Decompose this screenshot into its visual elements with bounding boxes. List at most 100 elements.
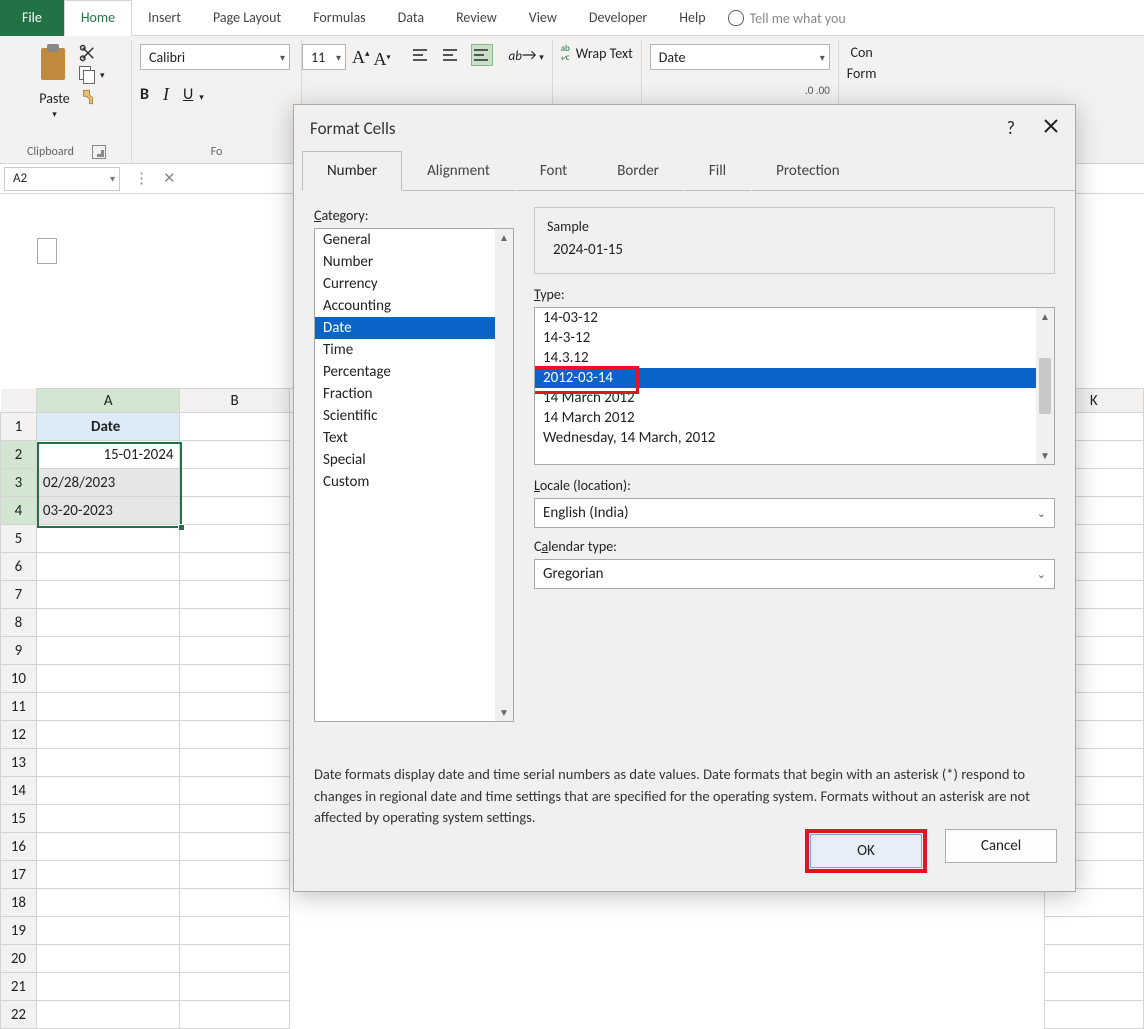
bold-button[interactable]: B <box>140 85 149 104</box>
help-button[interactable]: ? <box>1007 117 1015 139</box>
row-header[interactable]: 18 <box>1 889 37 917</box>
wrap-text-button[interactable]: ab⤶c Wrap Text <box>561 44 633 62</box>
row-header[interactable]: 9 <box>1 637 37 665</box>
copy-icon[interactable]: ▾ <box>79 66 97 84</box>
dlg-tab-number[interactable]: Number <box>302 151 402 191</box>
calendar-dropdown[interactable]: Gregorian ⌄ <box>534 559 1055 589</box>
row-header[interactable]: 17 <box>1 861 37 889</box>
dlg-tab-border[interactable]: Border <box>592 151 684 191</box>
underline-button[interactable]: U <box>183 85 193 104</box>
align-top-button[interactable] <box>411 44 433 66</box>
tab-data[interactable]: Data <box>382 0 440 36</box>
row-header[interactable]: 11 <box>1 693 37 721</box>
list-item[interactable]: Wednesday, 14 March, 2012 <box>535 428 1054 448</box>
row-header[interactable]: 15 <box>1 805 37 833</box>
row-header[interactable]: 14 <box>1 777 37 805</box>
list-item[interactable]: 14 March 2012 <box>535 408 1054 428</box>
locale-dropdown[interactable]: English (India) ⌄ <box>534 498 1055 528</box>
type-listbox[interactable]: 14-03-12 14-3-12 14.3.12 2012-03-14 14 M… <box>534 307 1055 465</box>
tab-home[interactable]: Home <box>64 0 132 36</box>
tab-help[interactable]: Help <box>663 0 721 36</box>
decimal-icons[interactable]: .0 .00 <box>805 84 830 97</box>
row-header[interactable]: 19 <box>1 917 37 945</box>
name-box[interactable]: A2 ▾ <box>4 167 120 191</box>
cancel-fx-icon[interactable]: ✕ <box>163 169 176 188</box>
list-item[interactable]: Percentage <box>315 361 513 383</box>
paste-button[interactable]: Paste ▾ <box>37 44 73 120</box>
dialog-titlebar[interactable]: Format Cells ? <box>294 105 1075 151</box>
row-header[interactable]: 3 <box>1 469 37 497</box>
list-item[interactable]: Fraction <box>315 383 513 405</box>
orientation-button[interactable]: ab↗ ▾ <box>509 46 544 65</box>
tab-insert[interactable]: Insert <box>132 0 197 36</box>
tab-review[interactable]: Review <box>440 0 513 36</box>
list-item[interactable]: Special <box>315 449 513 471</box>
list-item[interactable]: Date <box>315 317 513 339</box>
row-header[interactable]: 13 <box>1 749 37 777</box>
cell-A4[interactable]: 03-20-2023 <box>36 497 180 525</box>
fill-handle[interactable] <box>178 524 185 531</box>
list-item[interactable]: Time <box>315 339 513 361</box>
dlg-tab-protection[interactable]: Protection <box>751 151 864 191</box>
conditional-formatting-cut[interactable]: Con <box>851 44 873 61</box>
italic-button[interactable]: I <box>163 84 169 105</box>
list-item[interactable]: Accounting <box>315 295 513 317</box>
cell-A1[interactable]: Date <box>36 413 180 441</box>
cancel-button[interactable]: Cancel <box>945 829 1057 863</box>
list-item[interactable]: General <box>315 229 513 251</box>
dlg-tab-font[interactable]: Font <box>515 151 592 191</box>
row-header[interactable]: 6 <box>1 553 37 581</box>
clipboard-launcher-icon[interactable] <box>92 145 106 159</box>
cell-A2[interactable]: 15-01-2024 <box>36 441 180 469</box>
row-header[interactable]: 8 <box>1 609 37 637</box>
scrollbar[interactable]: ▲▼ <box>495 229 513 721</box>
list-item[interactable]: 2012-03-14 <box>535 368 1054 388</box>
row-header[interactable]: 1 <box>1 413 37 441</box>
list-item[interactable]: 14.3.12 <box>535 348 1054 368</box>
grow-font-button[interactable]: A▴ <box>352 47 370 68</box>
align-middle-button[interactable] <box>441 44 463 66</box>
row-header[interactable]: 4 <box>1 497 37 525</box>
category-listbox[interactable]: General Number Currency Accounting Date … <box>314 228 514 722</box>
row-header[interactable]: 21 <box>1 973 37 1001</box>
col-header-A[interactable]: A <box>36 389 180 413</box>
tab-view[interactable]: View <box>513 0 573 36</box>
cell-A3[interactable]: 02/28/2023 <box>36 469 180 497</box>
row-header[interactable]: 5 <box>1 525 37 553</box>
row-header[interactable]: 7 <box>1 581 37 609</box>
format-cut[interactable]: Form <box>847 65 877 82</box>
dlg-tab-fill[interactable]: Fill <box>684 151 751 191</box>
ok-button[interactable]: OK <box>810 834 922 868</box>
row-header[interactable]: 10 <box>1 665 37 693</box>
list-item[interactable]: Custom <box>315 471 513 493</box>
row-header[interactable]: 22 <box>1 1001 37 1029</box>
row-header[interactable]: 12 <box>1 721 37 749</box>
col-header-B[interactable]: B <box>180 389 289 413</box>
row-header[interactable]: 20 <box>1 945 37 973</box>
format-painter-icon[interactable] <box>79 88 97 106</box>
tab-formulas[interactable]: Formulas <box>297 0 381 36</box>
list-item[interactable]: 14-3-12 <box>535 328 1054 348</box>
shrink-font-button[interactable]: A▾ <box>374 49 391 70</box>
list-item[interactable]: Text <box>315 427 513 449</box>
tell-me-search[interactable]: Tell me what you <box>722 0 852 36</box>
font-size-combo[interactable]: 11 ▾ <box>302 44 346 70</box>
row-header[interactable]: 16 <box>1 833 37 861</box>
close-button[interactable] <box>1043 117 1059 139</box>
list-item[interactable]: 14 March 2012 <box>535 388 1054 408</box>
tab-file[interactable]: File <box>0 0 64 36</box>
align-bottom-button[interactable] <box>471 44 493 66</box>
list-item[interactable]: Number <box>315 251 513 273</box>
row-header[interactable]: 2 <box>1 441 37 469</box>
cut-icon[interactable] <box>79 44 97 62</box>
number-format-combo[interactable]: Date ▾ <box>650 44 830 70</box>
tab-developer[interactable]: Developer <box>573 0 663 36</box>
font-name-combo[interactable]: Calibri ▾ <box>140 44 290 70</box>
list-item[interactable]: 14-03-12 <box>535 308 1054 328</box>
scrollbar[interactable]: ▲▼ <box>1036 308 1054 464</box>
vdots-icon[interactable]: ⋮ <box>134 169 149 188</box>
select-all-corner[interactable] <box>1 389 37 413</box>
list-item[interactable]: Scientific <box>315 405 513 427</box>
dlg-tab-alignment[interactable]: Alignment <box>402 151 515 191</box>
list-item[interactable]: Currency <box>315 273 513 295</box>
